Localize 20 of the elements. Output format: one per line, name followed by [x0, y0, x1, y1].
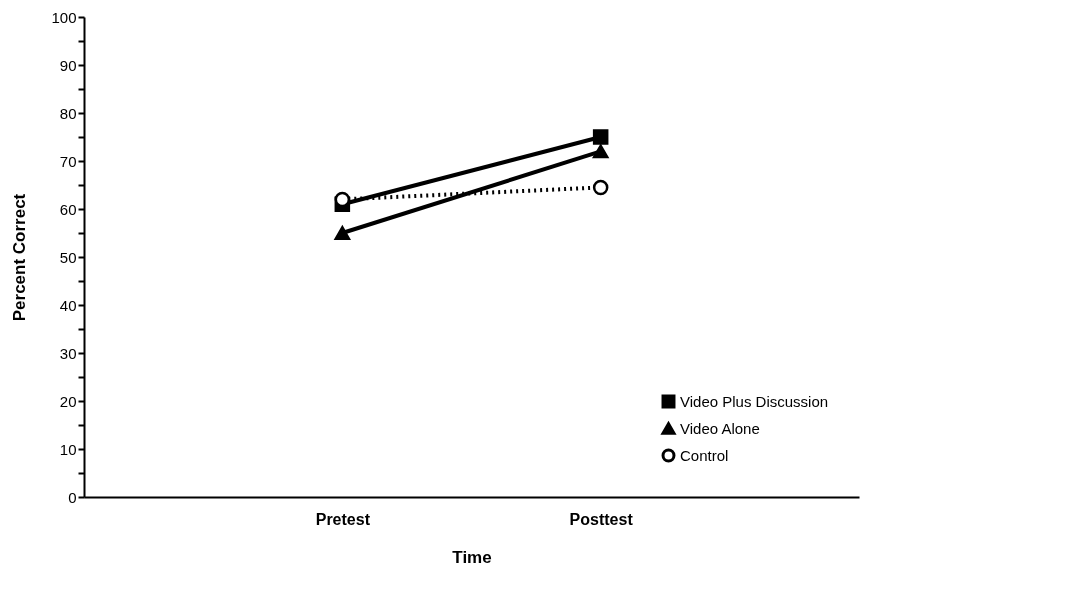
x-tick-label: Posttest: [569, 510, 634, 528]
y-tick-label: 10: [59, 440, 77, 458]
y-tick-label: 100: [51, 8, 77, 26]
x-tick-label: Pretest: [315, 510, 371, 528]
y-tick-label: 50: [59, 248, 77, 266]
legend-label: Control: [680, 446, 729, 464]
y-tick-label: 60: [59, 200, 77, 218]
y-tick-label: 70: [59, 152, 77, 170]
y-tick-label: 0: [68, 488, 77, 506]
legend-label: Video Alone: [680, 419, 760, 437]
y-tick-label: 90: [59, 56, 77, 74]
y-tick-label: 30: [59, 344, 77, 362]
point: [592, 129, 609, 145]
x-axis-title: Time: [452, 547, 492, 567]
y-axis-title: Percent Correct: [10, 193, 30, 322]
y-tick-label: 80: [59, 104, 77, 122]
point: [592, 179, 609, 196]
legend-label: Video Plus Discussion: [680, 392, 829, 410]
y-tick-label: 40: [59, 296, 77, 314]
y-tick-label: 20: [59, 392, 77, 410]
